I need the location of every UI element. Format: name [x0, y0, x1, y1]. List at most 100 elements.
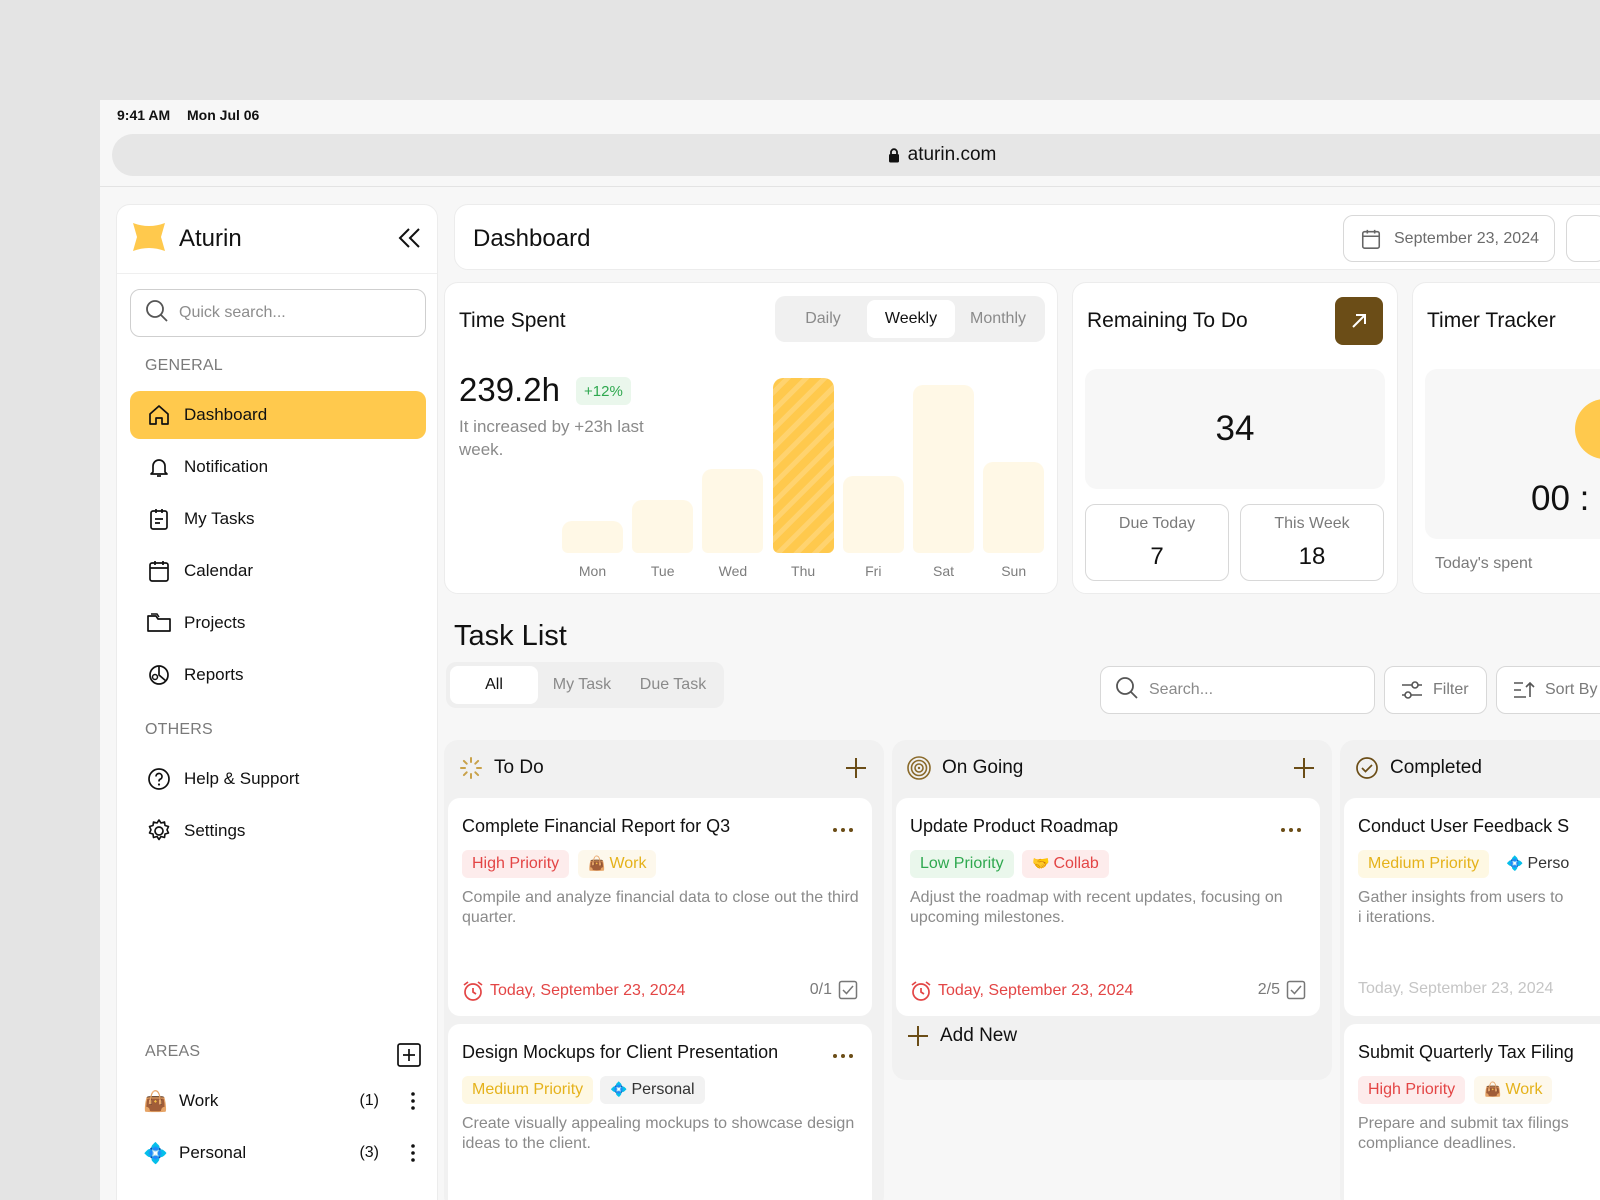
area-item-work[interactable]: 👜 Work (1)	[143, 1081, 423, 1121]
more-horizontal-icon[interactable]	[832, 820, 856, 832]
this-week-box[interactable]: This Week 18	[1240, 504, 1384, 581]
nav-notification[interactable]: Notification	[130, 443, 426, 491]
due-date: Today, September 23, 2024	[490, 982, 686, 999]
task-card[interactable]: Update Product Roadmap Low Priority 🤝 Col…	[896, 798, 1320, 1016]
tab-weekly[interactable]: Weekly	[867, 300, 955, 338]
bar-mon	[562, 521, 623, 553]
area-item-personal[interactable]: 💠 Personal (3)	[143, 1133, 423, 1173]
more-vertical-icon[interactable]	[403, 1141, 423, 1165]
address-bar[interactable]: aturin.com	[112, 134, 1600, 176]
area-tag: 👜 Work	[578, 850, 657, 878]
timer-display: 00 :	[1425, 369, 1600, 539]
diamond-icon: 💠	[610, 1082, 628, 1098]
bar-label-thu: Thu	[791, 563, 816, 579]
task-search-input[interactable]	[1149, 681, 1349, 699]
task-progress: 0/1	[810, 980, 858, 1000]
time-range-tabs: Daily Weekly Monthly	[775, 296, 1045, 342]
open-remaining-button[interactable]	[1335, 297, 1383, 345]
timer-ring	[1575, 399, 1600, 459]
header-action-button[interactable]	[1566, 215, 1600, 262]
task-title: Submit Quarterly Tax Filing	[1358, 1042, 1574, 1062]
bell-icon	[146, 454, 172, 480]
nav-reports[interactable]: Reports	[130, 651, 426, 699]
calendar-icon	[146, 558, 172, 584]
priority-tag: Medium Priority	[1358, 850, 1490, 878]
nav-label: Dashboard	[184, 405, 268, 424]
tab-due-task[interactable]: Due Task	[639, 676, 707, 693]
others-section-label: OTHERS	[145, 721, 213, 738]
quick-search-field[interactable]	[130, 289, 426, 337]
progress-count: 2/5	[1257, 981, 1280, 998]
checkbox-icon	[1286, 980, 1306, 1000]
this-week-value: 18	[1298, 543, 1326, 570]
bar-label-sat: Sat	[932, 563, 954, 579]
nav-calendar[interactable]: Calendar	[130, 547, 426, 595]
help-icon	[146, 766, 172, 792]
tab-monthly[interactable]: Monthly	[969, 310, 1027, 327]
url-text: aturin.com	[907, 144, 997, 165]
area-tag: 👜 Work	[1474, 1076, 1553, 1104]
nav-settings[interactable]: Settings	[130, 807, 426, 855]
plus-icon	[846, 758, 866, 778]
task-title: Conduct User Feedback S	[1358, 816, 1570, 836]
arrow-up-right-icon	[1352, 314, 1366, 328]
task-card[interactable]: Design Mockups for Client Presentation M…	[448, 1024, 872, 1200]
task-search-field[interactable]	[1100, 666, 1375, 714]
sort-icon	[1513, 680, 1535, 700]
more-horizontal-icon[interactable]	[832, 1046, 856, 1058]
add-new-task-button[interactable]: Add New	[906, 1024, 1017, 1048]
add-new-label: Add New	[940, 1025, 1018, 1046]
task-due: Today, September 23, 2024	[910, 980, 1133, 1002]
double-chevron-left-icon	[398, 228, 420, 248]
column-title: On Going	[942, 757, 1024, 778]
filter-button[interactable]: Filter	[1384, 666, 1487, 714]
timer-value: 00 :	[1531, 479, 1590, 518]
column-header: Completed	[1354, 754, 1482, 782]
sort-button[interactable]: Sort By	[1496, 666, 1600, 714]
more-vertical-icon[interactable]	[403, 1089, 423, 1113]
due-today-box[interactable]: Due Today 7	[1085, 504, 1229, 581]
add-task-button[interactable]	[1292, 756, 1316, 780]
tab-daily[interactable]: Daily	[805, 310, 841, 327]
nav-label: Notification	[184, 457, 269, 476]
area-tag: 🤝 Collab	[1022, 850, 1109, 878]
task-card[interactable]: Submit Quarterly Tax Filing High Priorit…	[1344, 1024, 1600, 1200]
nav-dashboard[interactable]: Dashboard	[130, 391, 426, 439]
column-header: To Do	[458, 754, 544, 782]
handbag-icon: 👜	[1484, 1082, 1502, 1098]
nav-help-support[interactable]: Help & Support	[130, 755, 426, 803]
bar-label-mon: Mon	[578, 563, 607, 579]
add-task-button[interactable]	[844, 756, 868, 780]
quick-search-input[interactable]	[179, 304, 399, 322]
nav-projects[interactable]: Projects	[130, 599, 426, 647]
nav-label: Calendar	[184, 561, 253, 580]
priority-tag: Low Priority	[910, 850, 1014, 878]
plus-square-icon	[397, 1043, 421, 1067]
tab-all[interactable]: All	[450, 666, 538, 704]
progress-count: 0/1	[809, 981, 832, 998]
clipboard-icon	[146, 506, 172, 532]
area-tag-label: Work	[1505, 1081, 1543, 1098]
add-area-button[interactable]	[397, 1043, 421, 1067]
task-progress: 2/5	[1258, 980, 1306, 1000]
brand[interactable]: Aturin	[131, 219, 242, 259]
date-picker-button[interactable]: September 23, 2024	[1343, 215, 1555, 262]
task-card[interactable]: Complete Financial Report for Q3 High Pr…	[448, 798, 872, 1016]
task-description: Adjust the roadmap with recent updates, …	[910, 889, 1283, 926]
date-label: September 23, 2024	[1394, 229, 1539, 247]
total-hours: 239.2h	[459, 371, 560, 408]
area-label: Work	[179, 1091, 219, 1110]
collapse-sidebar-button[interactable]	[397, 225, 423, 251]
toolbar-divider	[100, 186, 1600, 187]
nav-my-tasks[interactable]: My Tasks	[130, 495, 426, 543]
timer-tracker-card: Timer Tracker 00 : Today's spent	[1412, 282, 1600, 594]
bar-label-tue: Tue	[650, 563, 675, 579]
more-horizontal-icon[interactable]	[1280, 820, 1304, 832]
folder-icon	[146, 610, 172, 636]
task-card[interactable]: Conduct User Feedback S Medium Priority …	[1344, 798, 1600, 1016]
task-filter-tabs: All My Task Due Task	[446, 662, 724, 708]
tab-my-task[interactable]: My Task	[552, 676, 612, 693]
page-header: Dashboard September 23, 2024	[454, 204, 1600, 270]
priority-tag: High Priority	[1358, 1076, 1466, 1104]
diamond-icon: 💠	[143, 1141, 168, 1165]
